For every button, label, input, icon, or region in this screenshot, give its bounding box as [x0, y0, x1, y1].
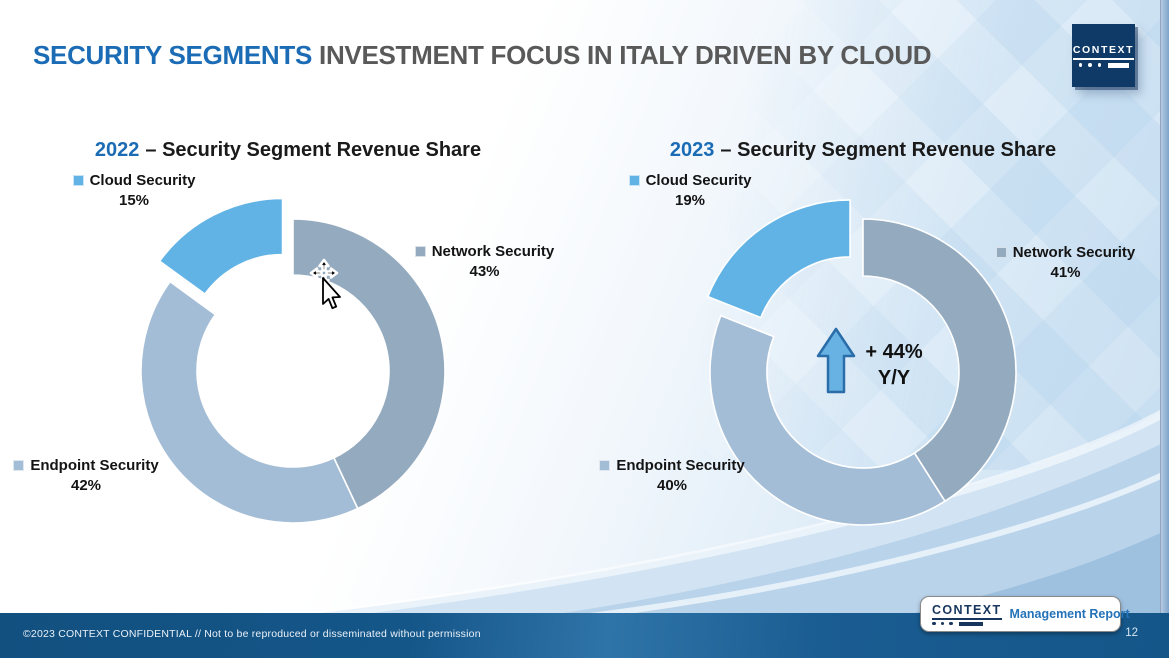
page-title-rest: INVESTMENT FOCUS IN ITALY DRIVEN BY CLOU… [319, 40, 932, 70]
footer-bar: ©2023 CONTEXT CONFIDENTIAL // Not to be … [0, 613, 1169, 658]
legend-marker-cloud [628, 175, 640, 186]
logo-dot [949, 621, 953, 626]
legend-network-2022: Network Security 43% [402, 243, 567, 280]
legend-cloud-2022: Cloud Security 15% [56, 172, 212, 209]
growth-annotation: + 44% Y/Y [851, 339, 937, 391]
legend-percent: 43% [469, 263, 500, 280]
legend-label: Network Security [431, 243, 555, 260]
move-cursor-icon [309, 258, 341, 310]
logo-dot [1078, 63, 1083, 67]
growth-period: Y/Y [877, 367, 911, 389]
context-logo-text: CONTEXT [1072, 44, 1135, 60]
context-logo-dots-bar [1078, 62, 1129, 68]
legend-percent: 19% [674, 192, 706, 209]
chart-title-2022: 2022– Security Segment Revenue Share [94, 139, 482, 161]
logo-bar [1108, 62, 1129, 68]
chart-year-2022: 2022 [94, 139, 140, 161]
chart-title-2023: 2023– Security Segment Revenue Share [669, 139, 1057, 161]
legend-label: Cloud Security [89, 172, 196, 189]
badge-logo-dots-bar [932, 621, 1002, 626]
slide-right-edge-strip [1160, 0, 1169, 613]
legend-endpoint-2023: Endpoint Security 40% [586, 457, 758, 494]
donut-chart-2022 [140, 197, 446, 524]
legend-label: Endpoint Security [616, 457, 745, 474]
legend-percent: 40% [656, 477, 688, 494]
logo-bar [958, 621, 983, 626]
page-title: SECURITY SEGMENTS INVESTMENT FOCUS IN ITA… [33, 40, 932, 71]
chart-year-2023: 2023 [669, 139, 715, 161]
donut-segment-endpoint-security [140, 280, 359, 524]
legend-cloud-2023: Cloud Security 19% [612, 172, 768, 209]
page-number: 12 [1125, 627, 1138, 639]
legend-marker-cloud [72, 175, 84, 186]
logo-dot [1088, 63, 1092, 67]
badge-logo: CONTEXT [932, 603, 1002, 626]
badge-label: Management Report [1009, 607, 1130, 621]
donut-segment-network-security [292, 218, 446, 510]
donut-segment-cloud-security [707, 199, 851, 319]
legend-label: Cloud Security [645, 172, 752, 189]
logo-dot [940, 621, 944, 626]
donut-segment-endpoint-security [709, 314, 946, 526]
logo-dot [932, 621, 936, 626]
legend-marker-endpoint [599, 460, 611, 471]
up-arrow-icon [816, 327, 856, 394]
donut-segment-cloud-security [158, 197, 284, 295]
page-title-highlight: SECURITY SEGMENTS [33, 40, 313, 70]
badge-logo-text: CONTEXT [932, 603, 1002, 620]
legend-marker-endpoint [13, 460, 25, 471]
legend-label: Endpoint Security [30, 457, 159, 474]
context-logo: CONTEXT [1072, 24, 1135, 87]
legend-endpoint-2022: Endpoint Security 42% [0, 457, 172, 494]
growth-value: + 44% [865, 341, 923, 363]
context-management-report-badge: CONTEXT Management Report [920, 596, 1130, 632]
logo-dot [1097, 63, 1102, 67]
legend-percent: 15% [118, 192, 150, 209]
legend-marker-network [995, 247, 1007, 258]
legend-network-2023: Network Security 41% [983, 244, 1148, 281]
donut-segment-network-security [862, 218, 1017, 502]
donut-chart-2023 [707, 199, 1017, 526]
legend-percent: 41% [1050, 264, 1081, 281]
legend-marker-network [414, 246, 426, 257]
legend-percent: 42% [70, 477, 102, 494]
legend-label: Network Security [1012, 244, 1136, 261]
footer-confidential-text: ©2023 CONTEXT CONFIDENTIAL // Not to be … [23, 628, 481, 640]
